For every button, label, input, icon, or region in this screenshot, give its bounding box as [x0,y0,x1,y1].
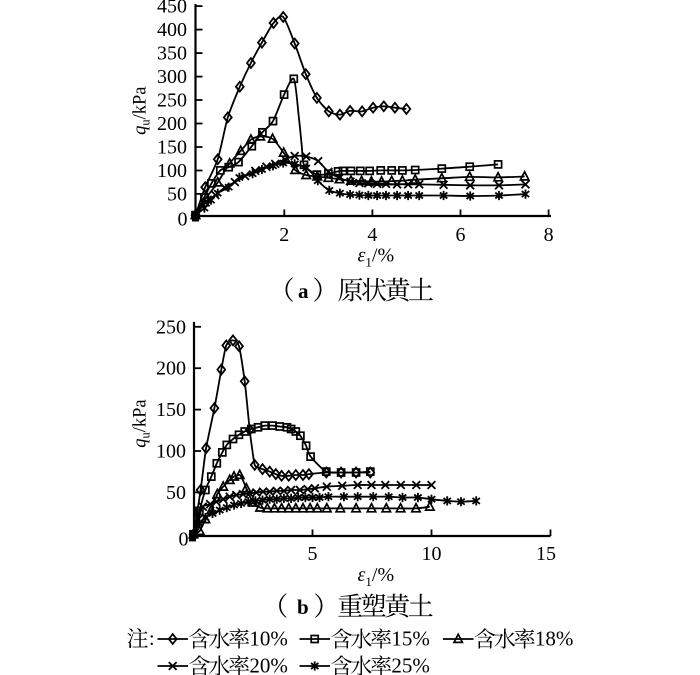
svg-text:10: 10 [422,543,442,565]
svg-text:25%: 25% [391,654,430,675]
svg-text:0: 0 [179,528,189,550]
svg-text:350: 350 [157,43,187,65]
svg-text::: : [149,628,155,650]
svg-text:20%: 20% [249,654,288,675]
svg-text:100: 100 [156,441,186,463]
svg-text:150: 150 [157,137,187,159]
svg-text:b: b [297,595,309,619]
svg-text:50: 50 [167,183,187,205]
svg-text:450: 450 [157,0,187,18]
svg-text:400: 400 [157,19,187,41]
svg-text:4: 4 [367,224,377,246]
svg-text:250: 250 [157,90,187,112]
svg-text:8: 8 [544,224,554,246]
svg-text:200: 200 [157,113,187,135]
svg-text:18%: 18% [535,627,574,651]
svg-text:300: 300 [157,66,187,88]
svg-text:ε1/%: ε1/% [358,245,395,270]
svg-text:6: 6 [456,224,466,246]
svg-text:150: 150 [156,399,186,421]
svg-text:0: 0 [178,209,188,231]
svg-text:a: a [298,279,309,303]
svg-text:15: 15 [536,543,556,565]
svg-text:qu/kPa: qu/kPa [131,87,153,135]
svg-text:2: 2 [279,224,289,246]
svg-text:200: 200 [156,358,186,380]
svg-text:qu/kPa: qu/kPa [131,399,153,447]
svg-text:50: 50 [166,482,186,504]
svg-text:100: 100 [157,160,187,182]
svg-text:10%: 10% [249,627,288,651]
svg-text:ε1/%: ε1/% [358,564,395,589]
svg-text:15%: 15% [391,627,430,651]
svg-text:5: 5 [308,543,318,565]
svg-text:250: 250 [156,316,186,338]
